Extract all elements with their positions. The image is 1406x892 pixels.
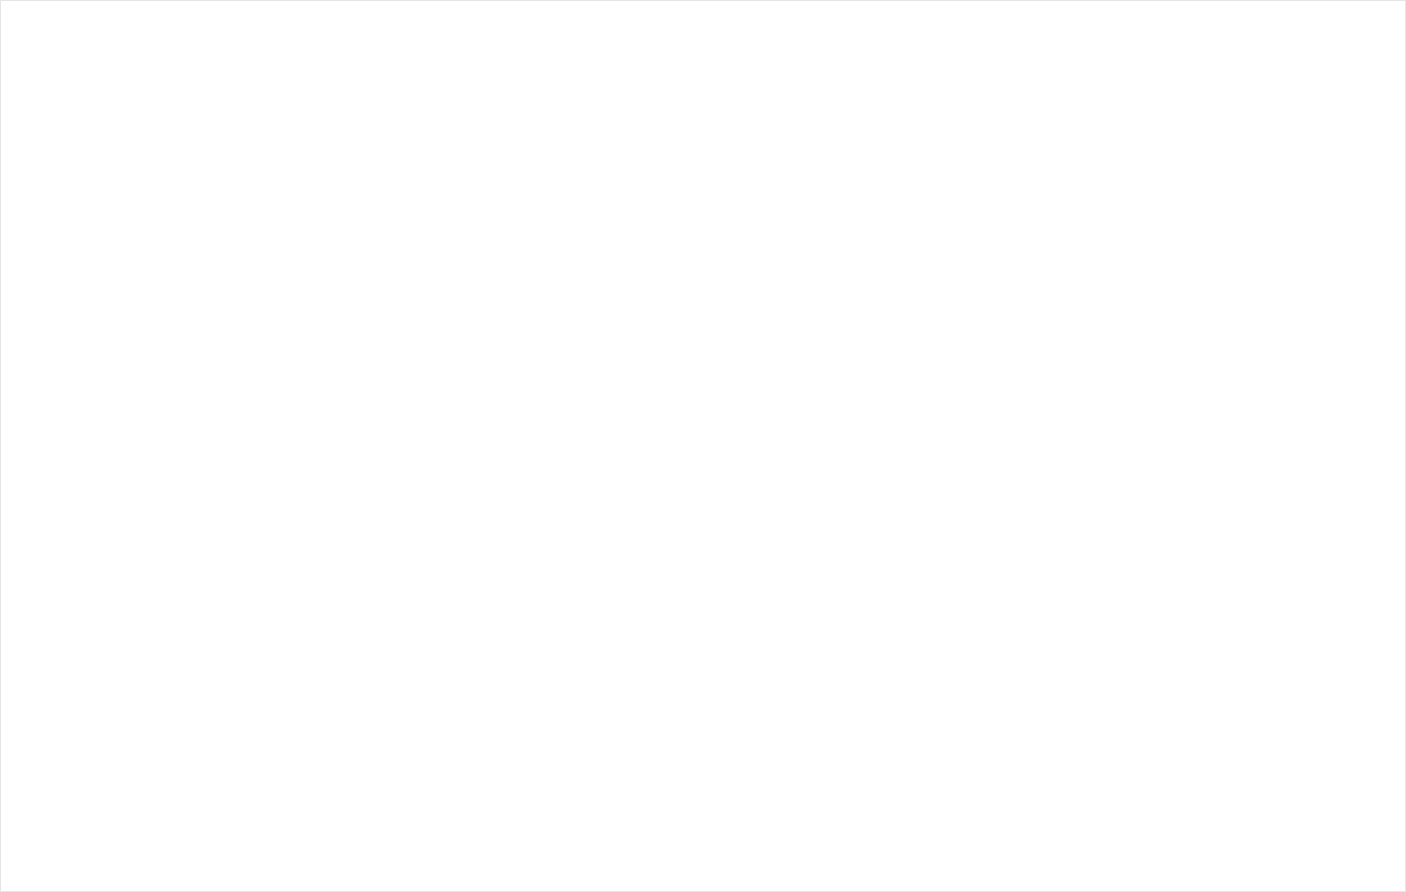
scatter-chart: [49, 49, 349, 199]
plot-area: [49, 49, 1389, 831]
chart-container: [0, 0, 1406, 892]
legend-swatch-german-russians: [723, 869, 741, 887]
legend-swatch-serbians: [677, 869, 695, 887]
bottom-legend: [1, 869, 1405, 887]
